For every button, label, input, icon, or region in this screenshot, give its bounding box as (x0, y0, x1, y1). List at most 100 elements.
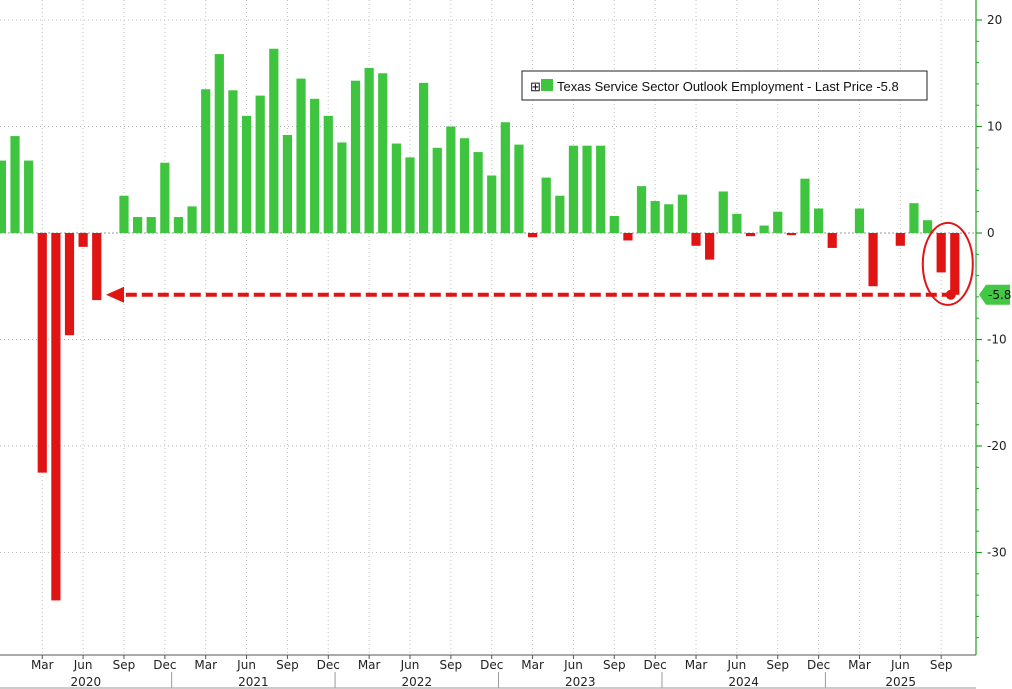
y-tick-label: -30 (987, 546, 1007, 560)
x-tick-label: Dec (807, 658, 830, 672)
y-tick-label: -20 (987, 439, 1007, 453)
x-tick-label: Dec (153, 658, 176, 672)
bar (255, 95, 265, 233)
x-tick-label: Mar (521, 658, 544, 672)
x-tick-label: Mar (358, 658, 381, 672)
bar (691, 233, 701, 246)
bar (228, 90, 238, 233)
bar (173, 217, 184, 234)
y-tick-label: 20 (987, 13, 1002, 27)
bar (609, 215, 619, 233)
bar (582, 145, 592, 233)
bar (282, 135, 293, 233)
bar (24, 160, 34, 233)
bar (419, 82, 429, 233)
bar (773, 211, 783, 233)
bar (446, 126, 456, 233)
bar (364, 67, 374, 233)
bar (936, 233, 946, 273)
last-value-callout-bg (979, 284, 1010, 305)
bar (814, 208, 824, 233)
bar (0, 160, 6, 233)
bar (541, 177, 551, 233)
x-tick-label: Jun (727, 658, 747, 672)
x-tick-label: Dec (317, 658, 340, 672)
bar (64, 233, 75, 336)
x-tick-label: Jun (73, 658, 93, 672)
bar (759, 225, 769, 233)
bar (827, 233, 837, 248)
x-tick-label: Jun (563, 658, 583, 672)
bar (500, 122, 510, 233)
bar (201, 89, 211, 233)
bar (337, 142, 347, 233)
x-year-label: 2025 (885, 675, 916, 689)
bar (718, 191, 728, 234)
bar (323, 115, 333, 233)
bar (459, 138, 470, 233)
x-tick-label: Mar (194, 658, 217, 672)
bar (473, 152, 483, 233)
bar (664, 204, 674, 234)
bar (623, 233, 633, 241)
bar (241, 115, 252, 233)
y-tick-label: 0 (987, 226, 995, 240)
bar (527, 233, 538, 238)
x-tick-label: Jun (236, 658, 256, 672)
bar (391, 143, 401, 233)
x-tick-label: Mar (848, 658, 871, 672)
x-year-label: 2020 (71, 675, 102, 689)
x-tick-label: Sep (603, 658, 626, 672)
y-tick-label: -10 (987, 333, 1007, 347)
bar (487, 175, 497, 233)
legend-box (521, 70, 928, 101)
legend-label: Texas Service Sector Outlook Employment … (557, 79, 899, 94)
x-tick-label: Sep (440, 658, 463, 672)
x-year-label: 2023 (565, 675, 596, 689)
annotation-end-dot (945, 289, 956, 300)
bar (92, 233, 102, 301)
bar (650, 201, 660, 233)
bar (596, 145, 606, 233)
bar (677, 194, 687, 233)
bar (78, 233, 88, 247)
bar (909, 203, 919, 233)
x-tick-label: Jun (400, 658, 420, 672)
bar (214, 54, 224, 233)
x-tick-label: Dec (480, 658, 503, 672)
legend-toggle-icon: ⊞ (530, 79, 541, 94)
x-tick-label: Dec (644, 658, 667, 672)
bar (568, 145, 579, 233)
bar (745, 233, 756, 237)
bar (146, 217, 156, 234)
bar (160, 162, 170, 233)
bar (37, 233, 47, 473)
bar (310, 98, 320, 233)
x-year-label: 2024 (728, 675, 759, 689)
bar (705, 233, 715, 260)
bar (514, 144, 524, 233)
bar (405, 157, 415, 233)
annotation-circle (921, 221, 974, 306)
bar (10, 136, 20, 233)
x-tick-label: Sep (113, 658, 136, 672)
bar (269, 48, 279, 233)
bar (732, 213, 742, 233)
bar (119, 195, 129, 233)
x-tick-label: Sep (276, 658, 299, 672)
annotation-arrowhead (106, 286, 124, 303)
x-year-label: 2022 (402, 675, 433, 689)
bar (895, 233, 905, 246)
x-tick-label: Sep (766, 658, 789, 672)
bar (378, 73, 388, 233)
bar (800, 178, 810, 233)
legend-swatch (541, 79, 553, 91)
bar (868, 233, 878, 287)
bar (432, 147, 442, 233)
bar (636, 186, 647, 233)
bar (922, 220, 933, 233)
bar (786, 233, 796, 236)
bar (555, 195, 565, 233)
